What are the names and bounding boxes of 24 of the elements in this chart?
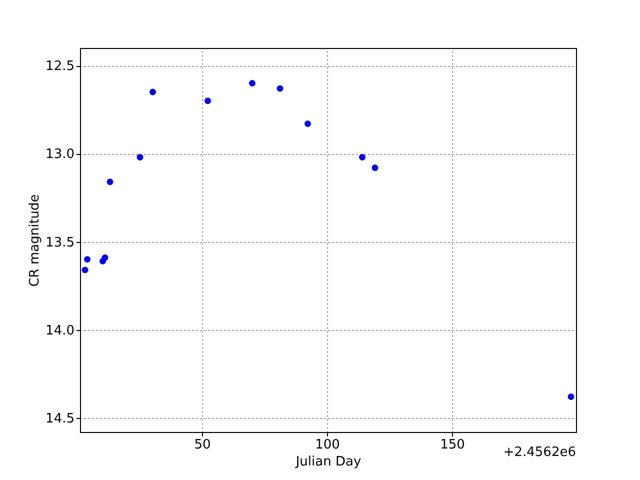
point: [150, 88, 156, 96]
point: [102, 254, 108, 261]
point: [136, 154, 144, 160]
point: [204, 98, 211, 104]
x-tick-label: 150: [440, 438, 465, 452]
text: +2.4562e6: [503, 445, 576, 460]
y-tick-label: 12.5: [46, 59, 74, 74]
point: [304, 120, 311, 127]
point: [359, 154, 366, 160]
point: [249, 80, 256, 86]
point: [276, 85, 284, 92]
point: [568, 394, 574, 400]
y-tick-label: 14.0: [46, 323, 74, 338]
y-tick-label: 13.5: [46, 235, 74, 250]
x-tick-label: 50: [194, 438, 211, 452]
y-tick-label: 14.5: [46, 411, 74, 426]
y-tick-label: 13.0: [46, 147, 74, 162]
y-axis-title: CR magnitude: [28, 194, 43, 287]
point: [106, 178, 114, 186]
point: [82, 266, 88, 274]
point: [84, 256, 90, 263]
point: [372, 164, 378, 172]
x-tick-label: 100: [315, 438, 340, 452]
x-axis-title: Julian Day: [294, 454, 362, 470]
